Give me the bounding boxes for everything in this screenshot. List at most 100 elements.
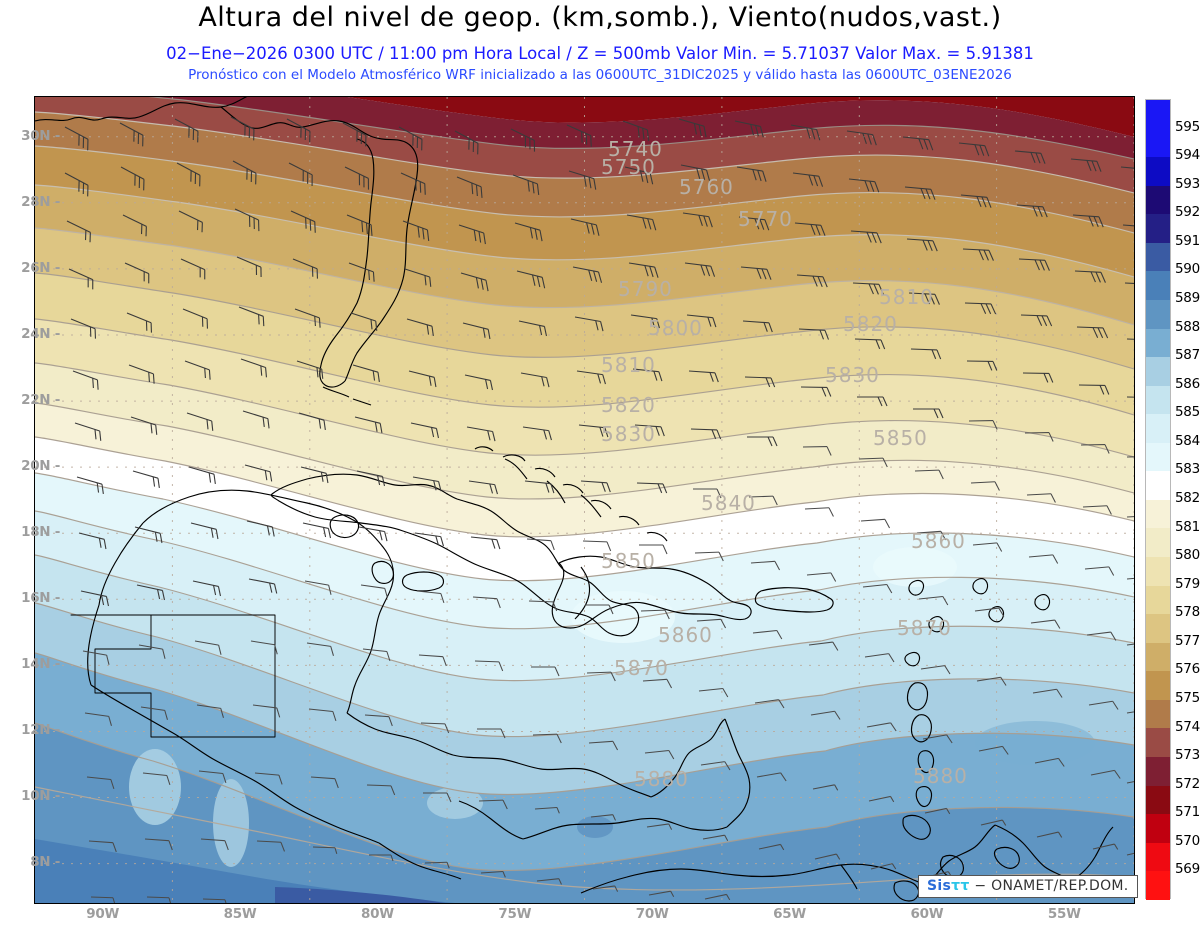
y-axis-tick: 30N - — [21, 127, 60, 144]
colorbar-tick-label: 5840 — [1175, 432, 1200, 449]
colorbar-tick-label: 5750 — [1175, 690, 1200, 706]
x-axis-tick: 70W — [635, 906, 669, 922]
colorbar-segment — [1146, 785, 1170, 815]
contour-label: 5840 — [701, 491, 756, 515]
colorbar-segment — [1146, 528, 1170, 557]
x-axis-tick: 85W — [223, 906, 257, 922]
colorbar-segment — [1146, 557, 1170, 586]
colorbar-tick-label: 5780 — [1175, 604, 1200, 621]
subtitle-model-info: Pronóstico con el Modelo Atmosférico WRF… — [188, 67, 1012, 83]
contour-label: 5820 — [601, 393, 656, 417]
logo-sis-text: Sis — [927, 878, 952, 894]
colorbar-tick-label: 5940 — [1175, 147, 1200, 164]
colorbar-segment — [1146, 385, 1170, 415]
colorbar-tick-label: 5900 — [1175, 261, 1200, 278]
colorbar-tick-label: 5720 — [1175, 775, 1200, 792]
colorbar-segment — [1146, 756, 1170, 786]
contour-label: 5740 — [608, 137, 663, 161]
x-axis-tick: 75W — [498, 906, 532, 922]
y-axis-tick: 8N - — [30, 854, 60, 871]
colorbar-tick-label: 5850 — [1175, 404, 1200, 421]
colorbar-segment — [1146, 642, 1170, 672]
colorbar-tick-label: 5760 — [1175, 661, 1200, 678]
x-axis-tick: 90W — [86, 906, 120, 922]
contour-label: 5750 — [601, 155, 656, 179]
colorbar-segment — [1146, 699, 1170, 729]
y-axis-tick: 18N - — [21, 524, 60, 541]
colorbar-tick-label: 5800 — [1175, 547, 1200, 564]
x-axis-tick: 80W — [361, 906, 394, 922]
colorbar-tick-label: 5770 — [1175, 632, 1200, 649]
logo-pi-icon: ττ — [951, 878, 970, 894]
x-axis-tick: 65W — [773, 906, 806, 922]
colorbar-tick-label: 5870 — [1175, 347, 1200, 364]
colorbar-segment — [1146, 471, 1170, 500]
colorbar-segment — [1146, 157, 1170, 186]
contour-label: 5860 — [658, 623, 713, 647]
colorbar-segment — [1146, 871, 1170, 900]
contour-label: 5770 — [738, 207, 793, 231]
colorbar-tick-label: 5830 — [1175, 461, 1200, 478]
colorbar-tick-label: 5860 — [1175, 375, 1200, 392]
contour-label: 5850 — [601, 549, 656, 573]
colorbar-tick-label: 5700 — [1175, 832, 1200, 849]
contour-label: 5800 — [648, 316, 703, 340]
contour-label: 5880 — [913, 764, 968, 788]
colorbar-segment — [1146, 185, 1170, 215]
colorbar-segment — [1146, 271, 1170, 300]
colorbar-tick-label: 5880 — [1175, 318, 1200, 335]
contour-label: 5870 — [614, 656, 669, 680]
contour-label: 5810 — [601, 353, 656, 377]
colorbar-segment — [1146, 614, 1170, 643]
contour-label: 5810 — [879, 285, 934, 309]
coastlines — [35, 97, 1114, 902]
colorbar-segment — [1146, 214, 1170, 243]
contour-label-group: 5740 5750 5760 5770 5790 5810 5800 5820 … — [601, 137, 968, 791]
y-axis-tick: 26N - — [21, 259, 60, 276]
colorbar-tick-label: 5920 — [1175, 204, 1200, 221]
colorbar-tick-label: 5730 — [1175, 747, 1200, 764]
contour-label: 5790 — [618, 277, 673, 301]
contour-label: 5880 — [634, 767, 689, 791]
colorbar-tick-label: 5950 — [1175, 118, 1200, 135]
colorbar-segment — [1146, 128, 1170, 158]
y-axis-tick: 20N - — [21, 457, 60, 474]
map-plot-area[interactable]: 5740 5750 5760 5770 5790 5810 5800 5820 … — [34, 96, 1135, 904]
colorbar-segment — [1146, 728, 1170, 757]
subtitle-valid-time: 02−Ene−2026 0300 UTC / 11:00 pm Hora Loc… — [166, 44, 1034, 63]
contour-label: 5830 — [825, 363, 880, 387]
colorbar-segment — [1146, 357, 1170, 386]
y-axis-tick: 28N - — [21, 193, 60, 210]
contour-label: 5760 — [679, 175, 734, 199]
colorbar-segment — [1146, 585, 1170, 615]
contour-label: 5870 — [897, 616, 952, 640]
colorbar-segment — [1146, 814, 1170, 843]
colorbar-segment — [1146, 499, 1170, 529]
colorbar-segment — [1146, 442, 1170, 472]
contour-label: 5850 — [873, 426, 928, 450]
map-canvas: 5740 5750 5760 5770 5790 5810 5800 5820 … — [35, 97, 1134, 903]
colorbar-tick-label: 5890 — [1175, 290, 1200, 306]
colorbar-segment — [1146, 328, 1170, 358]
colorbar[interactable] — [1145, 99, 1171, 900]
y-axis-tick: 12N - — [21, 722, 60, 739]
y-axis-tick: 16N - — [21, 590, 60, 607]
colorbar-tick-label: 5910 — [1175, 232, 1200, 249]
contour-label: 5820 — [843, 312, 898, 336]
colorbar-tick-label: 5740 — [1175, 718, 1200, 735]
contour-label: 5860 — [911, 529, 966, 553]
logo-org-text: − ONAMET/REP.DOM. — [974, 878, 1129, 894]
colorbar-segment — [1146, 100, 1170, 129]
colorbar-tick-label: 5690 — [1175, 861, 1200, 878]
y-axis-tick: 14N - — [21, 656, 60, 673]
colorbar-segment — [1146, 414, 1170, 443]
colorbar-tick-label: 5710 — [1175, 804, 1200, 821]
attribution-logo: Sisττ − ONAMET/REP.DOM. — [918, 875, 1138, 898]
colorbar-tick-label: 5820 — [1175, 490, 1200, 506]
y-axis-tick: 22N - — [21, 391, 60, 408]
colorbar-segment — [1146, 842, 1170, 872]
y-axis-tick: 24N - — [21, 325, 60, 342]
x-axis-tick: 60W — [910, 906, 944, 922]
colorbar-ticks: 5950 5940 5930 5920 5910 5900 5890 5880 5870 5860… — [1175, 99, 1200, 899]
